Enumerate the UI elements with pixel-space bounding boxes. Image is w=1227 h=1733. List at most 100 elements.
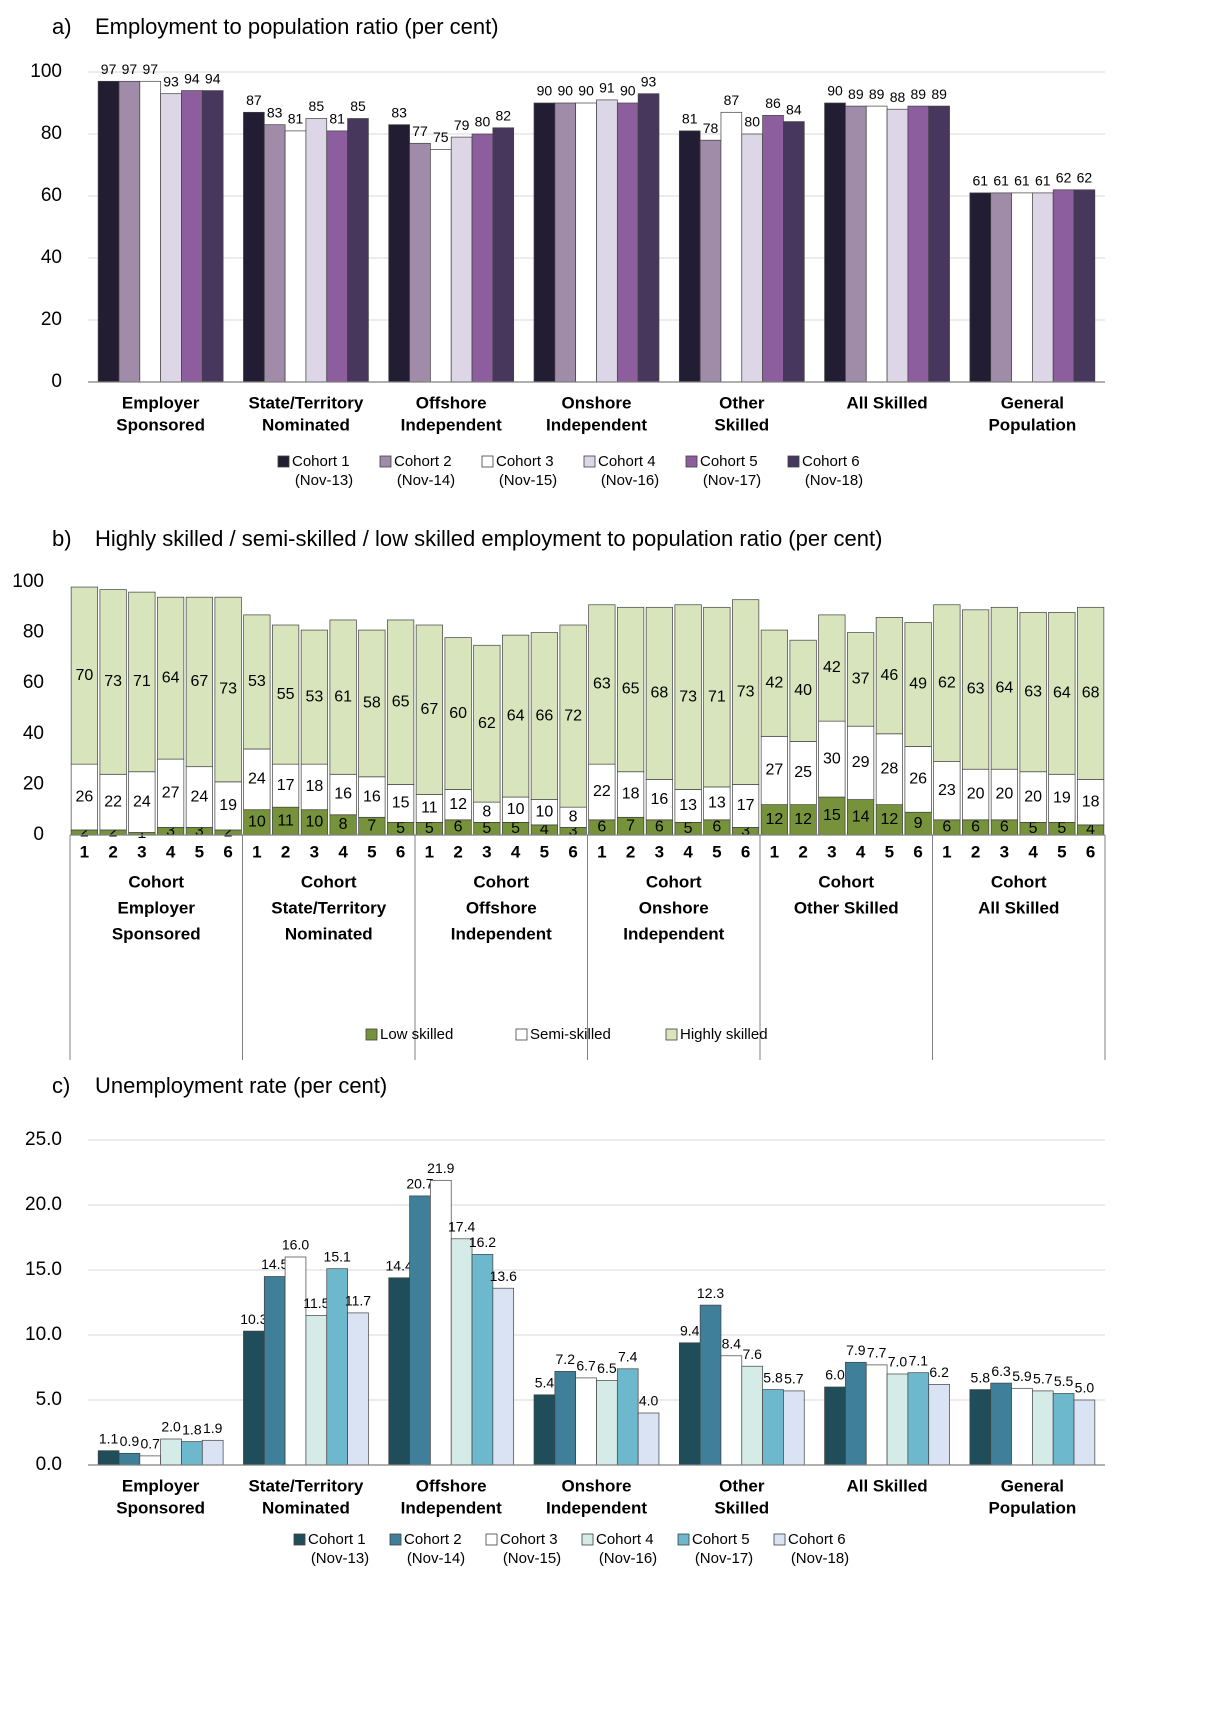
value-label: 64 <box>1053 685 1071 702</box>
bar <box>886 108 909 383</box>
value-label: 79 <box>454 117 470 133</box>
value-label: 87 <box>246 92 262 108</box>
bar-segment <box>444 789 472 821</box>
bar <box>762 115 784 383</box>
value-label: 90 <box>557 83 573 99</box>
value-label: 61 <box>1014 173 1030 189</box>
bar-segment <box>818 614 846 722</box>
bar-segment <box>1019 612 1047 773</box>
value-label: 86 <box>765 95 781 111</box>
group-label: State/Territory <box>271 898 386 917</box>
bar-segment <box>128 771 156 833</box>
x-tick-label: 4 <box>166 842 176 861</box>
bar <box>409 1195 431 1466</box>
bar <box>1011 1387 1033 1466</box>
bar-segment <box>847 799 875 836</box>
category-label: Other <box>719 1476 765 1495</box>
bar-segment <box>243 614 271 750</box>
value-label: 12 <box>765 811 783 828</box>
bar-segment <box>1019 771 1047 823</box>
value-label: 3 <box>741 822 750 839</box>
bar-segment <box>875 733 903 805</box>
bar <box>865 1364 888 1466</box>
value-label: 5.7 <box>1033 1371 1053 1387</box>
value-label: 89 <box>931 86 947 102</box>
bar <box>471 1254 494 1466</box>
legend-label: Highly skilled <box>680 1026 768 1043</box>
bar-segment <box>617 606 645 773</box>
value-label: 93 <box>641 73 657 89</box>
value-label: 97 <box>101 61 117 77</box>
value-label: 22 <box>104 793 122 810</box>
legend-label: (Nov-15) <box>503 1550 561 1567</box>
x-tick-label: 6 <box>568 842 577 861</box>
value-label: 5.8 <box>971 1369 991 1385</box>
value-label: 1.1 <box>99 1430 119 1446</box>
value-label: 5 <box>511 820 520 837</box>
value-label: 85 <box>309 98 325 114</box>
x-tick-label: 4 <box>338 842 348 861</box>
category-label: Offshore <box>416 393 487 412</box>
category-label: General <box>1001 1476 1064 1495</box>
bar <box>990 1382 1012 1466</box>
bar <box>533 1394 556 1466</box>
value-label: 22 <box>593 783 611 800</box>
bar <box>720 111 743 383</box>
bar <box>596 1380 618 1466</box>
value-label: 58 <box>363 695 381 712</box>
legend-label: Cohort 4 <box>598 453 656 470</box>
bar-segment <box>157 596 185 760</box>
x-tick-label: 4 <box>683 842 693 861</box>
group-label: Other Skilled <box>794 898 899 917</box>
legend-swatch <box>515 1028 528 1041</box>
category-label: Skilled <box>714 415 769 434</box>
value-label: 13 <box>708 795 726 812</box>
y-tick-label: 100 <box>30 61 62 82</box>
value-label: 62 <box>1077 170 1093 186</box>
y-tick-label: 100 <box>12 571 44 592</box>
legend-swatch <box>685 455 698 468</box>
bar <box>305 1315 328 1466</box>
group-label: Onshore <box>639 898 709 917</box>
bar-segment <box>70 763 98 831</box>
category-label: Population <box>988 1498 1076 1517</box>
bar <box>907 105 930 383</box>
group-label: Cohort <box>991 872 1047 891</box>
legend-label: Cohort 2 <box>404 1531 462 1548</box>
bar-segment <box>1048 612 1076 775</box>
bar <box>533 102 556 383</box>
value-label: 73 <box>219 681 237 698</box>
value-label: 94 <box>184 70 200 86</box>
value-label: 55 <box>277 686 295 703</box>
bar <box>263 1276 286 1466</box>
bar-segment <box>645 778 673 821</box>
value-label: 62 <box>478 715 496 732</box>
value-label: 88 <box>890 89 906 105</box>
value-label: 83 <box>391 104 407 120</box>
value-label: 6.7 <box>576 1358 596 1374</box>
bar-segment <box>674 789 702 823</box>
value-label: 5 <box>425 820 434 837</box>
value-label: 20 <box>995 786 1013 803</box>
legend-swatch <box>583 455 596 468</box>
bar-segment <box>962 768 990 821</box>
value-label: 10.3 <box>240 1311 267 1327</box>
value-label: 63 <box>967 681 985 698</box>
bar-segment <box>415 794 443 823</box>
value-label: 11.5 <box>303 1295 329 1311</box>
y-tick-label: 10.0 <box>25 1324 62 1345</box>
value-label: 11.7 <box>345 1293 371 1309</box>
bar-segment <box>617 771 645 818</box>
legend-swatch <box>379 455 392 468</box>
bar <box>1032 192 1054 383</box>
category-label: Population <box>988 415 1076 434</box>
bar-segment <box>789 741 817 805</box>
value-label: 13 <box>679 797 697 814</box>
bar-segment <box>703 606 731 788</box>
y-tick-label: 60 <box>23 672 44 693</box>
value-label: 12 <box>449 796 467 813</box>
bar <box>783 121 805 383</box>
value-label: 83 <box>267 104 283 120</box>
x-tick-label: 5 <box>885 842 894 861</box>
value-label: 40 <box>794 682 812 699</box>
